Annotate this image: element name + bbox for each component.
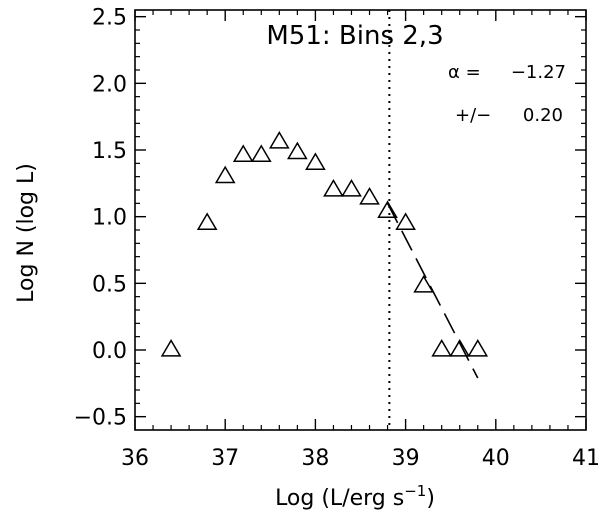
- y-tick-label: 1.0: [92, 206, 127, 231]
- x-tick-labels: 36 37 38 39 40 41: [121, 446, 600, 471]
- y-tick-label: 1.5: [92, 139, 127, 164]
- data-point-triangle: [232, 144, 254, 162]
- error-value: 0.20: [523, 105, 563, 126]
- axis-ticks: [134, 10, 587, 430]
- data-points: [160, 131, 489, 357]
- error-label: +/−: [455, 105, 491, 126]
- alpha-label: α =: [448, 62, 481, 83]
- data-point-triangle: [395, 212, 416, 230]
- y-axis-label: Log N (log L): [14, 163, 39, 303]
- y-tick-label: 2.5: [92, 6, 127, 31]
- data-point-triangle: [196, 212, 218, 230]
- x-axis-label: Log (L/erg s−1): [275, 482, 435, 511]
- y-tick-label: 2.0: [92, 72, 127, 97]
- x-tick-label: 41: [572, 446, 600, 471]
- data-point-triangle: [341, 179, 362, 197]
- data-point-triangle: [323, 179, 344, 197]
- data-point-triangle: [287, 141, 308, 160]
- data-point-triangle: [467, 339, 489, 357]
- data-point-triangle: [413, 275, 434, 293]
- alpha-value: −1.27: [511, 62, 566, 83]
- data-point-triangle: [250, 144, 272, 162]
- data-point-triangle: [268, 131, 290, 149]
- data-point-triangle: [160, 339, 182, 357]
- x-tick-label: 38: [301, 446, 329, 471]
- y-tick-label: 0.5: [92, 272, 127, 297]
- y-tick-labels: −0.5 0.0 0.5 1.0 1.5 2.0 2.5: [74, 6, 127, 431]
- x-tick-label: 40: [482, 446, 510, 471]
- data-point-triangle: [214, 165, 236, 184]
- y-tick-label: 0.0: [92, 339, 127, 364]
- x-axis-label-main: Log (L/erg s: [275, 486, 404, 511]
- data-point-triangle: [449, 339, 471, 357]
- plot-frame: [134, 9, 587, 431]
- data-point-triangle: [359, 187, 380, 205]
- y-tick-label: −0.5: [74, 406, 127, 431]
- data-point-triangle: [431, 339, 453, 357]
- chart-title: M51: Bins 2,3: [266, 21, 443, 51]
- x-tick-label: 36: [121, 446, 149, 471]
- x-axis-label-superscript: −1: [404, 482, 426, 500]
- data-point-triangle: [377, 200, 398, 218]
- data-point-triangle: [305, 152, 326, 170]
- x-tick-label: 37: [211, 446, 239, 471]
- x-tick-label: 39: [392, 446, 420, 471]
- x-axis-label-suffix: ): [426, 486, 435, 511]
